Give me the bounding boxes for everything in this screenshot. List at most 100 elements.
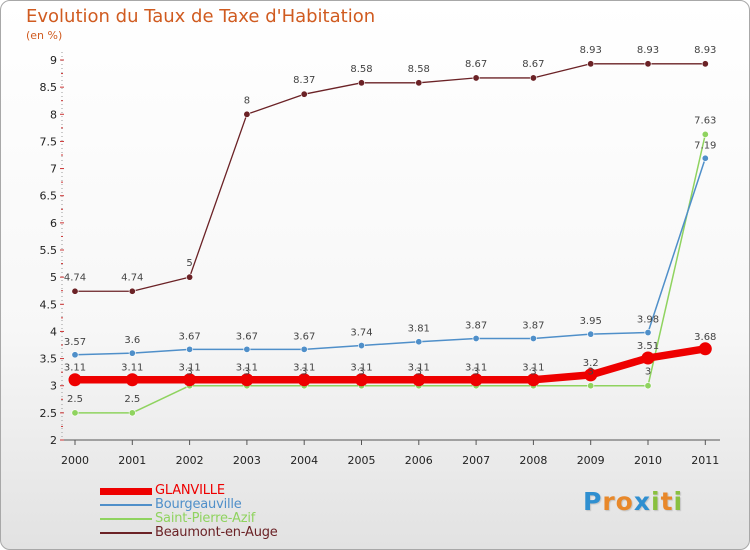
data-point xyxy=(472,74,480,82)
data-point xyxy=(357,79,365,87)
data-point xyxy=(587,382,595,390)
y-tick-label: 3.5 xyxy=(40,353,58,366)
data-label: 3.67 xyxy=(293,331,315,342)
x-tick-label: 2006 xyxy=(405,454,433,467)
data-label: 3.67 xyxy=(236,331,258,342)
data-point xyxy=(71,409,79,417)
y-tick-label: 5.5 xyxy=(40,244,58,257)
data-label: 3.81 xyxy=(408,324,430,335)
series-points xyxy=(68,60,712,417)
y-tick-label: 3 xyxy=(50,380,57,393)
data-label: 3.11 xyxy=(236,363,258,374)
data-point xyxy=(472,334,480,342)
data-point xyxy=(644,60,652,68)
y-tick-label: 7.5 xyxy=(40,135,58,148)
x-tick-label: 2002 xyxy=(176,454,204,467)
y-tick-label: 7 xyxy=(50,163,57,176)
legend-item-saint-pierre-azif: Saint-Pierre-Azif xyxy=(100,511,400,526)
data-point xyxy=(297,373,311,387)
data-label: 5 xyxy=(186,258,192,269)
data-label: 3.67 xyxy=(178,331,200,342)
series-line-saint-pierre-azif xyxy=(74,133,707,414)
data-label: 3.95 xyxy=(580,316,602,327)
data-label: 3.57 xyxy=(64,337,86,348)
legend-swatch-bourgeauville xyxy=(100,504,152,506)
data-point xyxy=(300,345,308,353)
data-point xyxy=(415,79,423,87)
x-tick-label: 2009 xyxy=(577,454,605,467)
legend-label-beaumont-en-auge: Beaumont-en-Auge xyxy=(155,525,278,540)
data-label: 8.58 xyxy=(350,64,372,75)
data-point xyxy=(587,330,595,338)
legend-swatch-saint-pierre-azif xyxy=(100,518,152,520)
data-point xyxy=(529,74,537,82)
data-point xyxy=(243,345,251,353)
data-label: 3.74 xyxy=(350,328,372,339)
data-point xyxy=(587,60,595,68)
data-label: 8.58 xyxy=(408,64,430,75)
y-tick-label: 2 xyxy=(50,434,57,447)
y-tick-label: 4 xyxy=(50,325,57,338)
data-label: 3.51 xyxy=(637,341,659,352)
y-tick-label: 4.5 xyxy=(40,298,58,311)
data-point xyxy=(183,373,197,387)
data-label: 3 xyxy=(645,367,651,378)
x-tick-label: 2010 xyxy=(634,454,662,467)
data-point xyxy=(412,373,426,387)
data-label: 3.11 xyxy=(293,363,315,374)
legend-label-bourgeauville: Bourgeauville xyxy=(155,497,242,512)
proxiti-logo: Proxiti xyxy=(583,487,683,516)
data-label: 7.19 xyxy=(694,140,716,151)
data-point xyxy=(243,110,251,118)
series-line-beaumont-en-auge xyxy=(74,63,706,292)
data-point xyxy=(355,373,368,387)
data-point xyxy=(469,373,483,387)
data-label: 4.74 xyxy=(64,272,86,283)
legend-item-bourgeauville: Bourgeauville xyxy=(100,497,400,512)
axes: 2 2.5 3 3.5 4 4.5 5 5.5 6 6.5 7 7.5 8 8.5 9 2000 2001 200… xyxy=(40,52,720,467)
data-label: 3 xyxy=(588,367,594,378)
x-tick-label: 2008 xyxy=(519,454,547,467)
data-label: 3 xyxy=(530,367,536,378)
data-point xyxy=(644,329,652,337)
y-tick-label: 5 xyxy=(50,271,57,284)
data-point xyxy=(128,287,136,295)
logo-letter: i xyxy=(673,487,684,516)
data-point xyxy=(701,60,709,68)
data-label: 2.5 xyxy=(67,394,83,405)
logo-letter: P xyxy=(583,487,603,516)
data-point xyxy=(526,373,540,387)
data-label: 3.87 xyxy=(465,320,487,331)
data-point xyxy=(357,342,365,350)
x-tick-label: 2005 xyxy=(348,454,376,467)
data-point xyxy=(128,349,136,357)
x-tick-label: 2011 xyxy=(691,454,719,467)
logo-letter: o xyxy=(615,487,634,516)
data-label: 8.93 xyxy=(580,45,602,56)
legend-label-glanville: GLANVILLE xyxy=(155,483,225,498)
legend-swatch-glanville xyxy=(100,487,152,495)
data-point xyxy=(701,130,709,138)
data-point xyxy=(186,273,194,281)
series-line-glanville xyxy=(71,345,710,384)
logo-letter: t xyxy=(660,487,674,516)
data-label: 3.11 xyxy=(408,363,430,374)
data-label: 3.11 xyxy=(178,363,200,374)
data-label: 3 xyxy=(186,367,192,378)
series-lines xyxy=(71,63,710,414)
y-tick-label: 6 xyxy=(50,217,57,230)
data-point xyxy=(240,373,254,387)
data-point xyxy=(641,351,655,365)
legend: GLANVILLE Bourgeauville Saint-Pierre-Azi… xyxy=(100,483,400,540)
data-label: 8.67 xyxy=(465,59,487,70)
data-label: 3 xyxy=(416,367,422,378)
data-label: 3.11 xyxy=(64,363,86,374)
data-label: 3 xyxy=(358,367,364,378)
legend-item-beaumont-en-auge: Beaumont-en-Auge xyxy=(100,525,400,540)
data-point xyxy=(186,345,194,353)
x-tick-label: 2004 xyxy=(290,454,318,467)
y-tick-label: 2.5 xyxy=(40,407,58,420)
data-point xyxy=(128,409,136,417)
data-label: 8 xyxy=(244,95,250,106)
logo-letter: i xyxy=(651,487,661,516)
